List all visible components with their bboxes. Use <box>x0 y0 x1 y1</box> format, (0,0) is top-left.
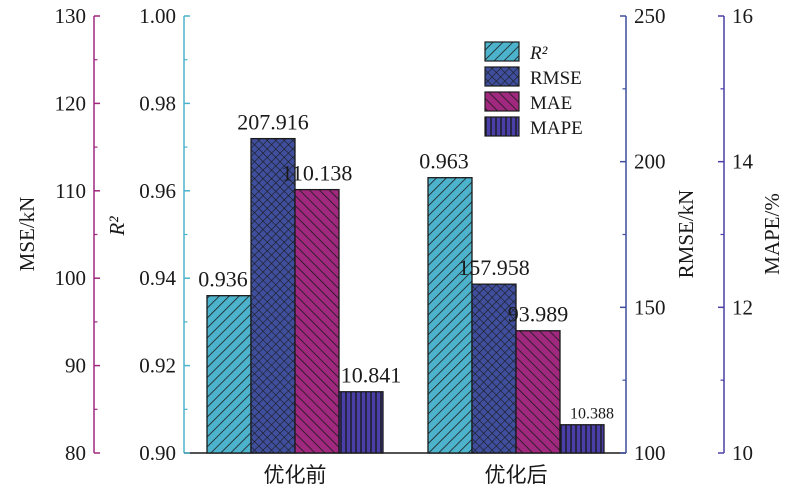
legend-label-rmse: RMSE <box>530 68 582 89</box>
tick-label-rmse: 150 <box>634 295 666 319</box>
tick-label-mse: 110 <box>55 179 86 203</box>
tick-label-mape: 10 <box>732 441 753 465</box>
axis-title-mape: MAPE/% <box>760 193 784 275</box>
data-label-mape-1: 10.388 <box>570 406 614 423</box>
tick-label-mse: 100 <box>55 266 87 290</box>
data-label-r2-1: 0.963 <box>419 149 469 174</box>
tick-label-mape: 16 <box>732 4 753 28</box>
data-label-rmse-0: 207.916 <box>237 110 309 135</box>
tick-label-r2: 0.92 <box>139 354 176 378</box>
bar-pattern-r2-0 <box>206 295 252 454</box>
tick-label-r2: 0.98 <box>139 91 176 115</box>
legend-swatch-pattern-mse <box>484 91 520 112</box>
bar-pattern-mape-1 <box>559 424 605 454</box>
bar-pattern-r2-1 <box>427 177 473 454</box>
legend-swatch-pattern-r2 <box>484 41 520 62</box>
tick-label-rmse: 200 <box>634 150 666 174</box>
legend-label-mape: MAPE <box>530 118 583 139</box>
tick-label-r2: 0.96 <box>139 179 176 203</box>
tick-label-r2: 0.90 <box>139 441 176 465</box>
category-label-before: 优化前 <box>264 463 327 487</box>
tick-label-r2: 1.00 <box>139 4 176 28</box>
data-label-mse-0: 110.138 <box>282 161 353 186</box>
bar-pattern-mape-0 <box>338 391 384 454</box>
tick-label-rmse: 250 <box>634 4 666 28</box>
bar-pattern-mse-0 <box>294 188 340 454</box>
axis-title-r2: R² <box>105 216 129 237</box>
legend-label-r2: R² <box>529 43 548 64</box>
tick-label-mse: 120 <box>55 91 87 115</box>
category-label-after: 优化后 <box>485 463 548 487</box>
tick-label-mse: 90 <box>65 354 86 378</box>
tick-label-mape: 14 <box>732 150 754 174</box>
data-label-mape-0: 10.841 <box>341 363 402 388</box>
tick-label-mse: 130 <box>55 4 87 28</box>
tick-label-r2: 0.94 <box>139 266 176 290</box>
legend-swatch-pattern-rmse <box>484 66 520 87</box>
bar-pattern-rmse-1 <box>471 283 517 454</box>
data-label-rmse-1: 157.958 <box>458 255 530 280</box>
data-label-mse-1: 93.989 <box>508 302 569 327</box>
tick-label-mse: 80 <box>65 441 86 465</box>
legend-label-mse: MAE <box>530 93 572 114</box>
bar-pattern-mse-1 <box>515 330 561 454</box>
data-label-r2-0: 0.936 <box>198 267 248 292</box>
tick-label-rmse: 100 <box>634 441 666 465</box>
tick-label-mape: 12 <box>732 295 753 319</box>
bar-pattern-rmse-0 <box>250 137 296 454</box>
legend: R² RMSE MAE MAPE <box>484 41 583 139</box>
axis-title-rmse: RMSE/kN <box>674 190 698 279</box>
axis-title-mse: MSE/kN <box>15 197 39 272</box>
legend-swatch-pattern-mape <box>484 116 520 137</box>
